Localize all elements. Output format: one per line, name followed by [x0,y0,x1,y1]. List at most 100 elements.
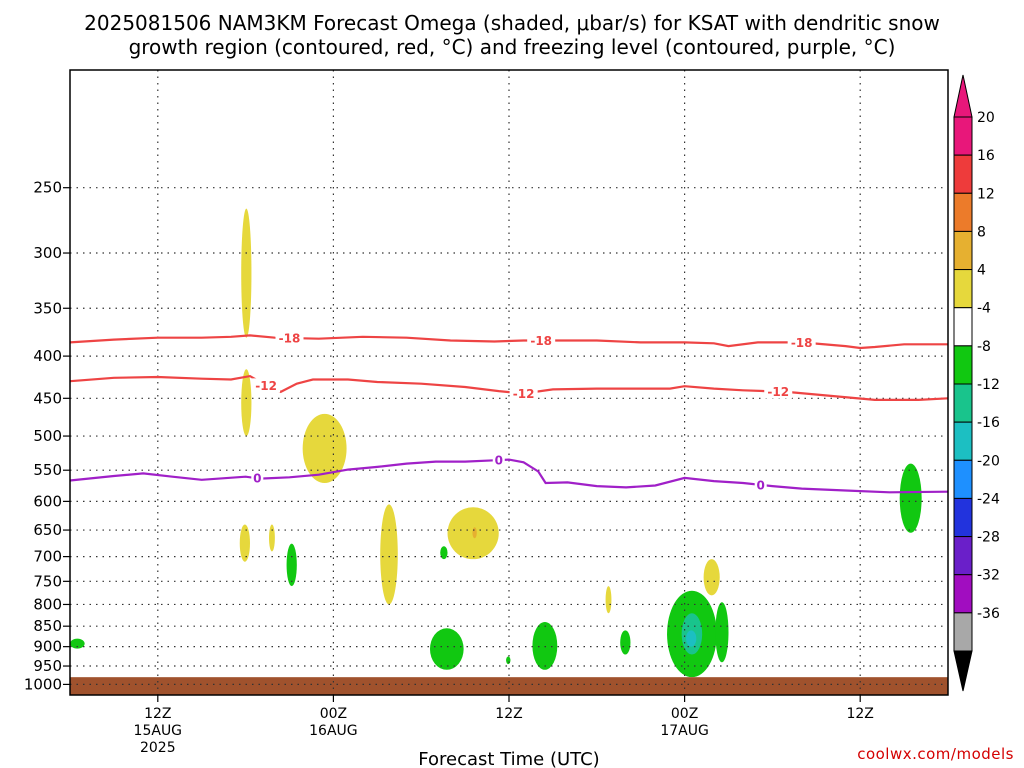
colorbar-label: 16 [977,148,995,164]
omega-region-14 [620,630,631,655]
x-tick-label: 17AUG [660,723,709,739]
colorbar-swatch [953,421,973,461]
colorbar-top-arrow [953,74,973,118]
colorbar-swatch [953,497,973,538]
contour-label: -12 [255,379,277,393]
colorbar: 20 16 12 8 4 -4 -8 -12 -16 -20 -24 -28 -32 -36 [953,74,1000,692]
omega-region-2 [302,413,347,484]
y-tick-label: 550 [33,461,62,479]
omega-region-21 [70,638,85,649]
terrain-block [70,677,948,695]
colorbar-swatch [953,192,973,232]
y-tick-label: 900 [33,638,62,656]
colorbar-swatch [953,345,973,385]
contour-label-bg [787,335,816,350]
omega-region-0 [241,208,252,338]
y-tick-label: 700 [33,548,62,566]
y-axis: 250 300 350 400 450 500 550 600 650 700 750 800 850 9… [24,179,70,693]
contour-label-bg [754,477,767,492]
y-tick-label: 1000 [24,675,62,693]
colorbar-label: -4 [977,301,991,317]
colorbar-label: -32 [977,568,1000,584]
contour-label-bg [251,471,264,486]
y-tick-label: 600 [33,492,62,510]
omega-region-9 [440,546,448,560]
contour-label: -18 [530,334,552,348]
omega-region-18 [715,602,729,663]
colorbar-swatch [953,536,973,576]
terrain-fill [70,677,948,695]
colorbar-bottom-arrow [953,650,973,692]
contour-label-bg [275,331,304,346]
colorbar-label: 12 [977,186,995,202]
colorbar-swatch [953,307,973,347]
omega-region-4 [269,524,275,552]
omega-region-5 [286,543,297,587]
colorbar-label: -28 [977,530,1000,546]
contour-line-2 [69,458,949,494]
omega-region-17 [686,630,697,647]
chart-title-line1: 2025081506 NAM3KM Forecast Omega (shaded… [84,11,940,35]
omega-region-6 [380,504,398,605]
contour-label-bg [509,386,538,401]
plot-area: -18 -18 -18 -12 -12 -12 0 0 0 [69,69,949,696]
colorbar-label: -20 [977,453,1000,469]
contour-label: -12 [767,385,789,399]
omega-region-1 [241,369,252,437]
contour-lines: -18 -18 -18 -12 -12 -12 0 0 0 [69,331,949,494]
colorbar-swatch [953,612,973,652]
colorbar-swatch [953,459,973,499]
omega-region-3 [239,524,250,562]
x-tick-label: 00Z [671,706,698,722]
y-tick-label: 500 [33,427,62,445]
grid-lines [70,70,948,695]
x-tick-label: 2025 [140,740,176,756]
colorbar-swatch [953,269,973,309]
y-tick-label: 750 [33,572,62,590]
omega-region-12 [532,621,558,670]
contour-label: 0 [495,454,503,468]
colorbar-label: 20 [977,110,995,126]
contour-label-bg [492,453,505,468]
contour-label: 0 [757,478,765,492]
colorbar-label: -8 [977,339,991,355]
colorbar-swatch [953,230,973,271]
contour-label: -12 [513,387,535,401]
x-tick-label: 16AUG [309,723,358,739]
x-axis-label: Forecast Time (UTC) [418,749,599,768]
contour-label-bg [252,378,281,393]
x-tick-label: 12Z [846,706,873,722]
contour-label: 0 [253,472,261,486]
omega-region-11 [506,656,511,665]
chart-title-line2: growth region (contoured, red, °C) and f… [129,35,896,59]
colorbar-label: 8 [977,224,986,240]
y-tick-label: 250 [33,179,62,197]
colorbar-swatch [953,154,973,194]
y-tick-label: 950 [33,657,62,675]
y-tick-label: 400 [33,347,62,365]
contour-label-bg [764,384,793,399]
contour-label: -18 [279,332,301,346]
y-tick-label: 300 [33,244,62,262]
x-tick-label: 00Z [320,706,347,722]
omega-region-10 [429,628,464,670]
contour-label-bg [527,333,556,348]
omega-shading [70,208,922,678]
y-tick-label: 800 [33,595,62,613]
colorbar-label: -12 [977,377,1000,393]
y-tick-label: 450 [33,389,62,407]
omega-region-8 [472,527,477,539]
omega-region-13 [605,586,612,614]
colorbar-label: -16 [977,415,1000,431]
x-tick-label: 12Z [144,706,171,722]
colorbar-swatch [953,574,973,614]
y-tick-label: 350 [33,299,62,317]
colorbar-label: -24 [977,491,1000,507]
colorbar-label: 4 [977,263,986,279]
x-tick-label: 12Z [495,706,522,722]
colorbar-swatch [953,383,973,423]
omega-region-19 [703,559,720,596]
contour-label: -18 [791,336,813,350]
